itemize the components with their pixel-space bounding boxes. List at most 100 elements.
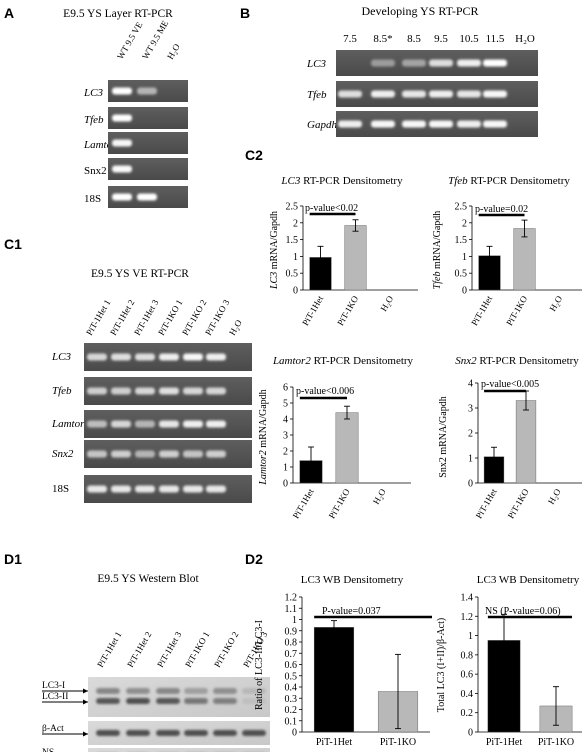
blot-pit1 xyxy=(88,748,270,752)
y-tick-label: 2.5 xyxy=(455,202,468,213)
gel-band xyxy=(87,450,107,458)
gel-band xyxy=(135,353,155,361)
panel-D2-charts: LC3 WB Densitometry Ratio of LC3-II/LC3-I… xyxy=(254,574,582,748)
p-value-annotation: p-value<0.02 xyxy=(305,203,358,214)
gene-label: Gapdh xyxy=(307,119,337,131)
x-tick-label: H₂O xyxy=(548,294,565,313)
blot-band xyxy=(242,730,266,736)
blot-band xyxy=(126,698,150,704)
gel-strip xyxy=(84,440,252,468)
y-axis-label: Total LC3 (I+II)/β-Act) xyxy=(436,618,447,712)
panel-letter-D2: D2 xyxy=(245,551,263,567)
y-tick-label: 0 xyxy=(468,479,473,490)
gel-band xyxy=(371,120,395,128)
lane-label: PiT-1Het 2 xyxy=(125,630,153,669)
y-tick-label: 0.5 xyxy=(286,269,299,280)
gel-band xyxy=(206,450,226,458)
x-tick-label: PiT-1KO xyxy=(504,294,529,328)
blot-band xyxy=(156,698,180,704)
lane-label: H₂O xyxy=(227,318,244,337)
y-axis-label: Snx2 mRNA/Gapdh xyxy=(438,396,449,477)
gel-band xyxy=(457,90,481,98)
gel-band xyxy=(483,90,507,98)
gene-label: Tfeb xyxy=(307,89,327,101)
gel-band xyxy=(429,120,453,128)
p-value-annotation: p-value<0.005 xyxy=(481,379,539,390)
lane-label: 10.5 xyxy=(459,33,479,45)
gene-label: LC3 xyxy=(51,351,71,363)
gel-strip xyxy=(108,132,188,154)
y-tick-label: 2 xyxy=(283,447,288,458)
y-tick-label: 0.9 xyxy=(285,626,298,637)
y-axis-label: LC3 mRNA/Gapdh xyxy=(269,211,280,290)
bar-chart-2: Lamtor2 RT-PCR Densitometry Lamtor2 mRNA/… xyxy=(258,355,414,520)
blot-lc3 xyxy=(88,677,270,717)
arrow-head xyxy=(83,731,88,737)
blot-band xyxy=(213,698,237,704)
error-bar xyxy=(486,245,493,266)
y-tick-label: 1.2 xyxy=(285,593,298,604)
gel-band xyxy=(135,485,155,493)
bar-chart-5: LC3 WB Densitometry Total LC3 (I+II)/β-Ac… xyxy=(436,574,582,748)
blot-beta-actin xyxy=(88,721,270,745)
gel-band xyxy=(135,387,155,395)
blot-band xyxy=(96,698,120,704)
x-tick-label: PiT-1Het xyxy=(316,737,353,748)
gel-strip xyxy=(108,158,188,180)
y-tick-label: 1 xyxy=(462,252,467,263)
error-bar xyxy=(501,613,507,667)
y-tick-label: 2 xyxy=(468,429,473,440)
blot-band xyxy=(126,688,150,694)
gel-strip xyxy=(336,81,538,107)
panel-B-gels: 7.5 8.5* 8.5 9.5 10.5 11.5 H₂O LC3 Tfeb Gapdh xyxy=(306,33,538,137)
y-tick-label: 0 xyxy=(468,728,473,739)
y-axis-label: Ratio of LC3-II/LC3-I xyxy=(254,620,265,710)
gel-band xyxy=(87,353,107,361)
gene-label: LC3 xyxy=(306,58,326,70)
gel-band xyxy=(111,420,131,428)
p-value-annotation: p-value=0.02 xyxy=(475,204,528,215)
gel-band xyxy=(87,387,107,395)
y-tick-label: 5 xyxy=(283,399,288,410)
label-lc3-ii: LC3-II xyxy=(42,692,68,702)
y-tick-label: 1.5 xyxy=(286,235,299,246)
gel-band xyxy=(483,120,507,128)
blot-band xyxy=(96,688,120,694)
error-bar xyxy=(395,653,401,730)
blot-band xyxy=(184,698,208,704)
y-tick-label: 0 xyxy=(293,286,298,297)
lane-label: 7.5 xyxy=(343,33,357,45)
gel-band xyxy=(183,420,203,428)
label-lc3-i: LC3-I xyxy=(42,681,65,691)
lane-label: PiT-1Het 1 xyxy=(95,630,123,669)
chart-title: LC3 WB Densitometry xyxy=(301,574,404,586)
gene-label: Lamtor2 xyxy=(51,418,90,430)
y-tick-label: 0.8 xyxy=(285,638,298,649)
gel-band xyxy=(338,120,362,128)
y-tick-label: 0.4 xyxy=(285,683,298,694)
lane-label: 8.5* xyxy=(373,33,392,45)
error-bar xyxy=(317,245,324,269)
chart-title: LC3 WB Densitometry xyxy=(477,574,580,586)
y-tick-label: 0.5 xyxy=(455,269,468,280)
gel-band xyxy=(137,193,157,201)
error-bar xyxy=(491,446,497,467)
gene-label: 18S xyxy=(84,193,101,205)
gene-label: Snx2 xyxy=(52,448,74,460)
gel-strip xyxy=(84,377,252,405)
y-tick-label: 0.6 xyxy=(461,670,474,681)
gel-band xyxy=(135,420,155,428)
gel-band xyxy=(206,353,226,361)
gel-band xyxy=(183,387,203,395)
blot-background xyxy=(88,677,270,717)
y-tick-label: 3 xyxy=(283,431,288,442)
x-tick-label: PiT-1Het xyxy=(291,487,316,521)
gene-label: Tfeb xyxy=(84,114,104,126)
gel-strip xyxy=(336,50,538,76)
bar-chart-1: Tfeb RT-PCR Densitometry Tfeb mRNA/Gapdh 0… xyxy=(432,175,582,327)
gel-background xyxy=(108,158,188,180)
y-tick-label: 0.6 xyxy=(285,660,298,671)
gene-label: 18S xyxy=(52,483,69,495)
panel-D1-title: E9.5 YS Western Blot xyxy=(97,573,199,585)
